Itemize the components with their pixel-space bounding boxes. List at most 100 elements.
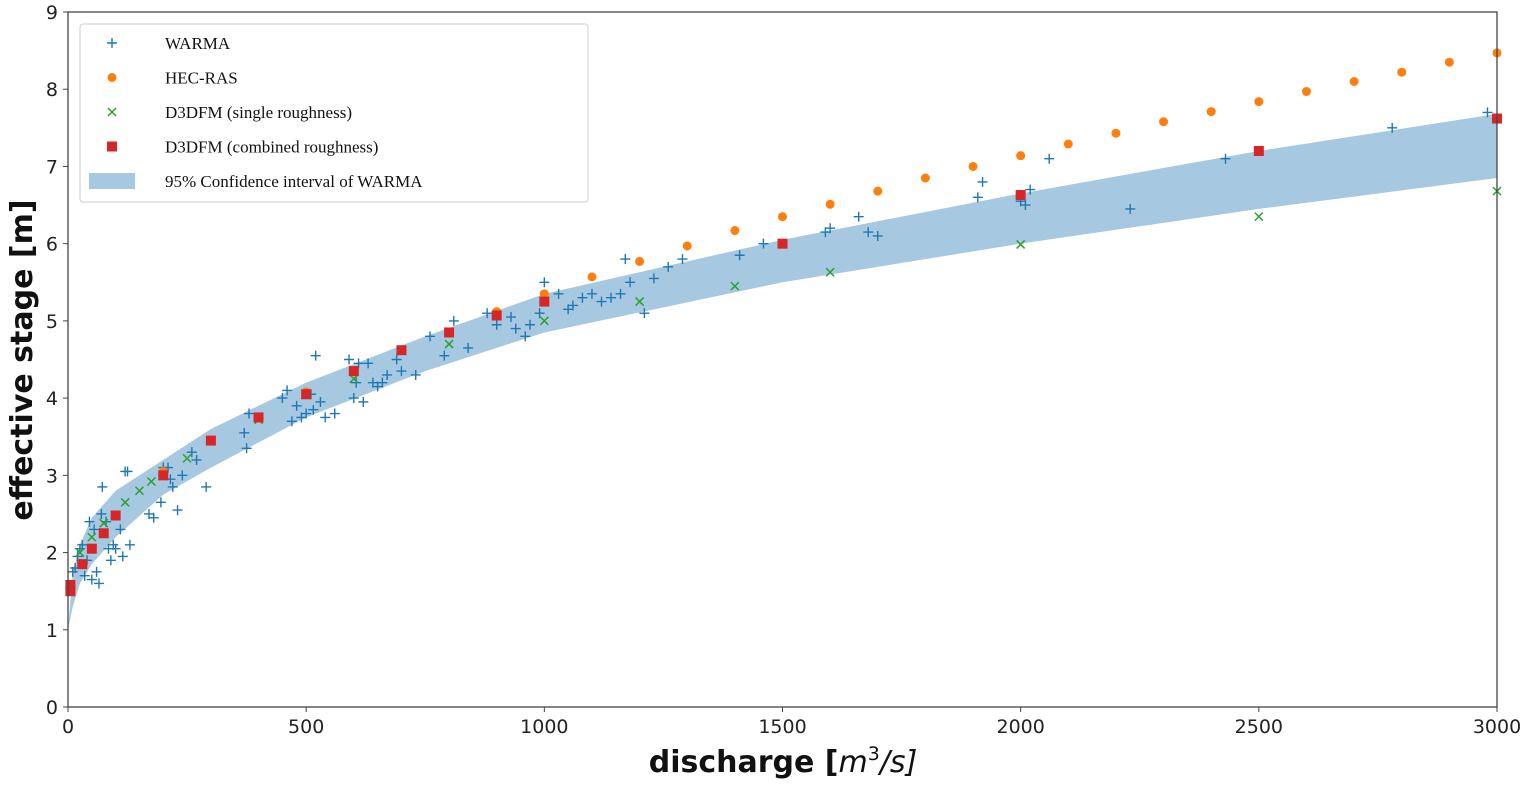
warma-point [391, 354, 402, 365]
warma-point [1044, 153, 1055, 164]
d3dfm-combined-point [1015, 190, 1026, 201]
d3dfm-combined-point [1253, 146, 1264, 156]
warma-point [89, 524, 100, 535]
d3dfm-combined-point [253, 412, 264, 423]
d3dfm-single-point [182, 453, 192, 463]
warma-point [201, 481, 212, 492]
warma-point [308, 404, 319, 415]
warma-point [301, 408, 312, 419]
legend: WARMA HEC-RAS D3DFM (single roughness) D3DF… [79, 23, 589, 203]
y-tick-label: 3 [46, 465, 58, 487]
warma-point [277, 393, 288, 404]
d3dfm-combined-point [301, 389, 312, 400]
hec-ras-point [1254, 97, 1264, 107]
d3dfm-combined-point [98, 528, 109, 539]
warma-point [525, 319, 536, 330]
warma-point [148, 512, 159, 523]
warma-point [155, 497, 166, 508]
warma-point [1020, 200, 1031, 211]
d3dfm-combined-point [205, 435, 216, 446]
warma-point [363, 358, 374, 369]
legend-swatch-band [89, 173, 135, 189]
hec-ras-point [968, 161, 978, 171]
warma-point [491, 319, 502, 330]
warma-point [329, 408, 340, 419]
warma-point [1125, 203, 1136, 214]
d3dfm-single-point [87, 532, 97, 542]
warma-point [1482, 107, 1493, 118]
warma-point [377, 377, 388, 388]
warma-point [553, 288, 564, 299]
warma-point [439, 350, 450, 361]
warma-point [291, 400, 302, 411]
x-axis-label: discharge [m3/s] [649, 743, 918, 780]
x-tick-label: 0 [62, 716, 74, 738]
warma-point [315, 396, 326, 407]
warma-point [351, 377, 362, 388]
y-tick-label: 6 [46, 234, 58, 256]
warma-point [463, 342, 474, 353]
d3dfm-single-point [730, 281, 740, 291]
y-axis-label: effective stage [m] [5, 199, 40, 520]
legend-label: D3DFM (combined roughness) [165, 138, 378, 157]
x-tick-label: 3000 [1473, 716, 1521, 738]
warma-point [534, 308, 545, 319]
x-tick-label: 2000 [996, 716, 1044, 738]
warma-point [596, 296, 607, 307]
warma-point [124, 539, 135, 550]
warma-point [348, 393, 359, 404]
warma-point [567, 300, 578, 311]
warma-point [448, 315, 459, 326]
warma-point [482, 308, 493, 319]
warma-point [93, 578, 104, 589]
warma-point [358, 396, 369, 407]
warma-point [91, 566, 102, 577]
x-tick-label: 1000 [520, 716, 568, 738]
warma-point [648, 273, 659, 284]
x-tick-label: 2500 [1235, 716, 1283, 738]
warma-point [282, 385, 293, 396]
d3dfm-single-point [146, 476, 156, 487]
warma-point [825, 223, 836, 234]
y-tick-label: 8 [46, 79, 58, 101]
warma-point [320, 412, 331, 423]
hec-ras-point [1444, 57, 1454, 67]
warma-point [425, 331, 436, 342]
warma-point [677, 254, 688, 265]
hec-ras-point [587, 272, 597, 282]
warma-point [117, 551, 128, 562]
warma-point [539, 277, 550, 288]
x-axis-ticks: 0 500 1000 1500 2000 2500 3000 [62, 707, 1521, 738]
d3dfm-combined-point [77, 559, 88, 570]
warma-point [577, 292, 588, 303]
warma-point [505, 312, 516, 323]
d3dfm-single-point [539, 316, 549, 326]
y-tick-label: 9 [46, 2, 58, 24]
y-tick-label: 5 [46, 311, 58, 333]
warma-point [286, 416, 297, 427]
warma-point [344, 354, 355, 365]
warma-point [872, 230, 883, 241]
warma-point [244, 408, 255, 419]
legend-label: WARMA [165, 34, 231, 53]
legend-label: D3DFM (single roughness) [165, 103, 352, 122]
warma-point [863, 227, 874, 238]
warma-point [620, 254, 631, 265]
y-tick-label: 0 [46, 697, 58, 719]
warma-point [1220, 153, 1231, 164]
warma-point [241, 443, 252, 454]
warma-point [1387, 122, 1398, 133]
warma-point [310, 350, 321, 361]
legend-marker-d3dfm-single-point [107, 107, 117, 117]
warma-point [77, 539, 88, 550]
warma-point [625, 277, 636, 288]
legend-label: HEC-RAS [165, 69, 238, 88]
warma-point [972, 192, 983, 203]
hec-ras-point [1397, 67, 1407, 77]
warma-point [186, 447, 197, 458]
warma-point [84, 516, 95, 527]
hec-ras-point [825, 199, 835, 209]
y-tick-label: 2 [46, 543, 58, 565]
d3dfm-single-point [1016, 239, 1026, 249]
